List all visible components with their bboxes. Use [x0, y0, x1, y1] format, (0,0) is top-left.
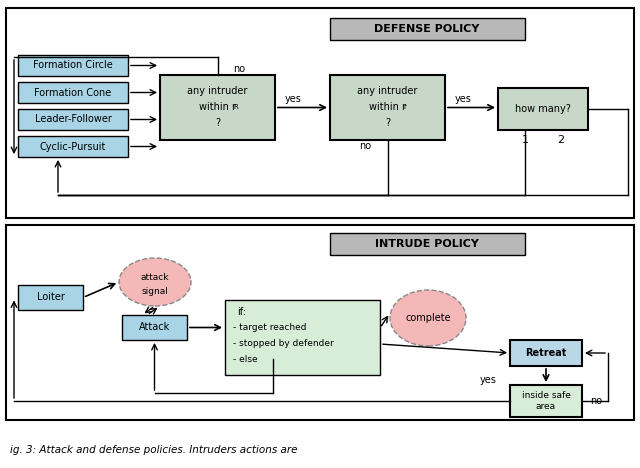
- Text: no: no: [234, 64, 246, 74]
- Text: inside safe
area: inside safe area: [522, 391, 570, 411]
- Text: - target reached: - target reached: [233, 323, 307, 332]
- Text: - stopped by defender: - stopped by defender: [233, 339, 333, 349]
- Text: Cyclic-Pursuit: Cyclic-Pursuit: [40, 141, 106, 152]
- Text: 2: 2: [557, 135, 564, 145]
- Text: if:: if:: [237, 307, 246, 317]
- FancyBboxPatch shape: [510, 385, 582, 417]
- Ellipse shape: [390, 290, 466, 346]
- FancyBboxPatch shape: [510, 340, 582, 366]
- FancyBboxPatch shape: [225, 300, 380, 375]
- FancyBboxPatch shape: [498, 88, 588, 130]
- FancyBboxPatch shape: [122, 315, 187, 340]
- Text: no: no: [590, 396, 602, 406]
- Ellipse shape: [119, 258, 191, 306]
- FancyBboxPatch shape: [330, 18, 525, 40]
- Text: complete: complete: [405, 313, 451, 323]
- Text: INTRUDE POLICY: INTRUDE POLICY: [375, 239, 479, 249]
- Text: R: R: [234, 104, 238, 110]
- Text: Formation Cone: Formation Cone: [35, 88, 111, 97]
- Text: within r: within r: [369, 102, 406, 112]
- Text: ig. 3: Attack and defense policies. Intruders actions are: ig. 3: Attack and defense policies. Intr…: [10, 445, 298, 455]
- Text: ?: ?: [215, 118, 220, 128]
- FancyBboxPatch shape: [18, 136, 128, 157]
- Text: Loiter: Loiter: [36, 292, 65, 302]
- Text: how many?: how many?: [515, 104, 571, 114]
- FancyBboxPatch shape: [18, 109, 128, 130]
- Text: - else: - else: [233, 354, 258, 364]
- Text: attack: attack: [141, 272, 169, 281]
- Text: Attack: Attack: [139, 322, 170, 332]
- Text: any intruder: any intruder: [188, 86, 248, 96]
- FancyBboxPatch shape: [18, 82, 128, 103]
- Text: Formation Circle: Formation Circle: [33, 60, 113, 71]
- Text: DEFENSE POLICY: DEFENSE POLICY: [374, 24, 480, 34]
- FancyBboxPatch shape: [330, 75, 445, 140]
- FancyBboxPatch shape: [18, 285, 83, 310]
- Text: r: r: [403, 104, 406, 110]
- Text: yes: yes: [285, 94, 301, 103]
- Text: any intruder: any intruder: [357, 86, 418, 96]
- Text: Retreat: Retreat: [525, 348, 566, 358]
- Text: yes: yes: [479, 375, 497, 385]
- Text: signal: signal: [141, 286, 168, 295]
- Text: 1: 1: [522, 135, 529, 145]
- FancyBboxPatch shape: [330, 233, 525, 255]
- Text: yes: yes: [454, 94, 472, 103]
- Text: no: no: [359, 141, 371, 151]
- FancyBboxPatch shape: [18, 55, 128, 76]
- Text: ?: ?: [385, 118, 390, 128]
- Text: Leader-Follower: Leader-Follower: [35, 115, 111, 124]
- Text: within r: within r: [199, 102, 236, 112]
- FancyBboxPatch shape: [160, 75, 275, 140]
